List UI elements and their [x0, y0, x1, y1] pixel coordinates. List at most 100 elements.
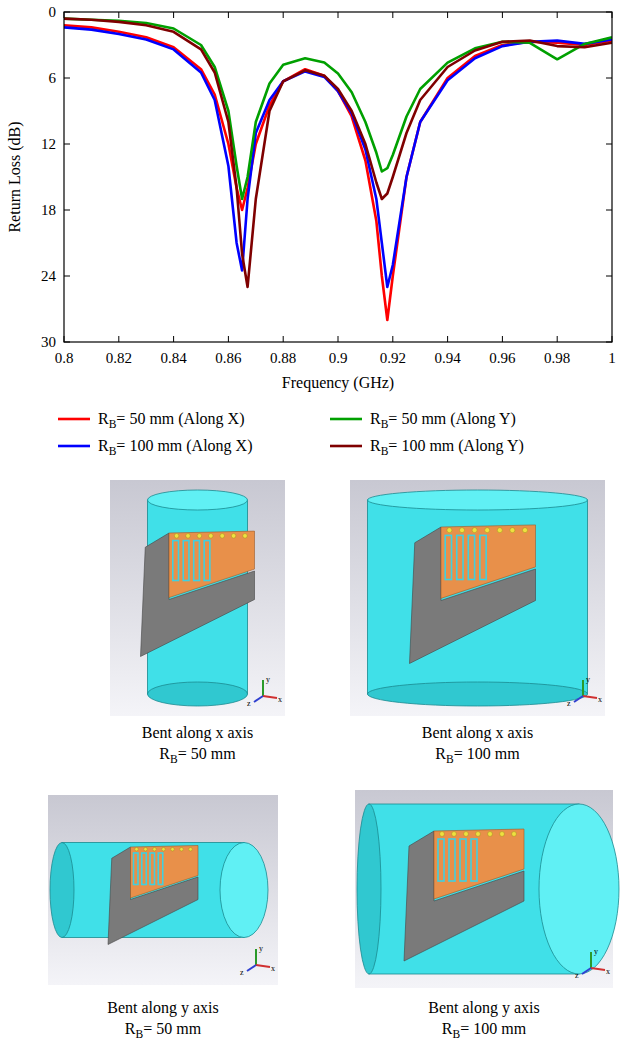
x-tick — [283, 12, 284, 18]
y-tick — [606, 144, 612, 145]
y-tick-label: 30 — [41, 334, 56, 350]
via — [447, 528, 452, 533]
x-axis-title: Frequency (GHz) — [282, 374, 394, 392]
meander-slot — [183, 541, 189, 581]
x-tick — [228, 12, 229, 18]
x-tick — [447, 336, 448, 342]
legend-swatch — [58, 418, 90, 421]
triad-axis — [583, 696, 597, 698]
render-background — [350, 480, 605, 716]
patch — [169, 531, 255, 598]
via — [472, 528, 477, 533]
via — [485, 528, 490, 533]
y-tick-label: 18 — [41, 202, 56, 218]
x-tick — [502, 336, 503, 342]
x-tick-label: 0.8 — [55, 350, 74, 366]
x-tick — [338, 336, 339, 342]
meander-slot — [438, 839, 444, 881]
triad-axis — [247, 965, 256, 971]
y-tick — [64, 78, 70, 79]
cylinder-end — [148, 682, 248, 706]
triad-axis — [256, 965, 270, 967]
text-part: R — [159, 745, 170, 762]
triad-label: z — [567, 699, 571, 708]
meander-slot — [471, 839, 477, 881]
axes: 0.80.820.840.860.880.90.920.940.960.9810… — [6, 4, 616, 392]
triad-axis — [591, 968, 605, 970]
meander-slot — [457, 535, 463, 579]
text-part: = 50 mm (Along X) — [116, 410, 244, 428]
series-group — [64, 19, 612, 320]
x-tick-label: 0.86 — [215, 350, 242, 366]
x-tick — [392, 12, 393, 18]
via — [464, 832, 469, 837]
series-line — [64, 27, 612, 287]
x-tick — [502, 12, 503, 18]
via — [186, 534, 191, 539]
cylinder-end — [539, 804, 619, 974]
x-tick — [557, 12, 558, 18]
via — [510, 528, 515, 533]
x-tick-label: 0.84 — [160, 350, 187, 366]
y-tick — [606, 210, 612, 211]
x-tick — [118, 336, 119, 342]
text-part: R — [98, 437, 109, 454]
x-tick-label: 0.88 — [270, 350, 296, 366]
triad-label: y — [586, 675, 590, 684]
y-tick-label: 24 — [41, 268, 57, 284]
triad-axis — [590, 952, 592, 968]
panel-caption: Bent along y axis — [107, 999, 219, 1017]
via — [452, 832, 457, 837]
triad-label: x — [598, 695, 602, 704]
via — [440, 832, 445, 837]
via — [174, 534, 179, 539]
via — [162, 847, 166, 851]
text-part: R — [125, 1020, 136, 1037]
panel: xyz — [110, 480, 285, 716]
text-part: R — [442, 1020, 453, 1037]
meander-slot — [134, 853, 139, 885]
panel: x y z — [350, 480, 605, 716]
figure: 0.80.820.840.860.880.90.920.940.960.9810… — [0, 0, 634, 1049]
x-tick — [173, 336, 174, 342]
y-axis-title: Return Loss (dB) — [6, 121, 24, 232]
y-tick — [606, 276, 612, 277]
text-part: = 100 mm (Along Y) — [388, 437, 524, 455]
x-tick-label: 0.92 — [380, 350, 406, 366]
legend-swatch — [330, 418, 362, 421]
triad-axis — [574, 696, 583, 702]
panel-radius: RB= 50 mm — [125, 1020, 202, 1040]
x-tick — [338, 12, 339, 18]
triad-label: z — [247, 699, 251, 708]
text-part: = 50 mm (Along Y) — [388, 410, 516, 428]
cylinder-end — [357, 804, 381, 974]
triad-label: z — [240, 968, 244, 977]
x-tick-label: 0.94 — [434, 350, 461, 366]
x-tick — [557, 336, 558, 342]
triad-axis — [255, 949, 257, 965]
via — [243, 534, 248, 539]
panel-radius: RB= 100 mm — [442, 1020, 527, 1040]
x-tick — [228, 336, 229, 342]
legend-label: RB= 50 mm (Along Y) — [370, 410, 516, 430]
text-part: R — [98, 410, 109, 427]
y-tick-label: 6 — [49, 70, 57, 86]
text-part: = 50 mm — [143, 1020, 201, 1037]
via — [220, 534, 225, 539]
via — [488, 832, 493, 837]
via — [497, 528, 502, 533]
triad-label: x — [278, 695, 282, 704]
triad-label: x — [271, 964, 275, 973]
meander-slot — [449, 839, 455, 881]
patch — [441, 525, 536, 599]
x-tick — [392, 336, 393, 342]
x-tick — [173, 12, 174, 18]
panel-radius: RB= 50 mm — [159, 745, 236, 765]
via — [231, 534, 236, 539]
triad-axis — [263, 696, 277, 698]
x-tick-label: 0.82 — [106, 350, 132, 366]
meander-slot — [445, 535, 451, 579]
legend-label: RB= 100 mm (Along X) — [98, 437, 252, 457]
y-tick — [64, 276, 70, 277]
via — [144, 847, 148, 851]
